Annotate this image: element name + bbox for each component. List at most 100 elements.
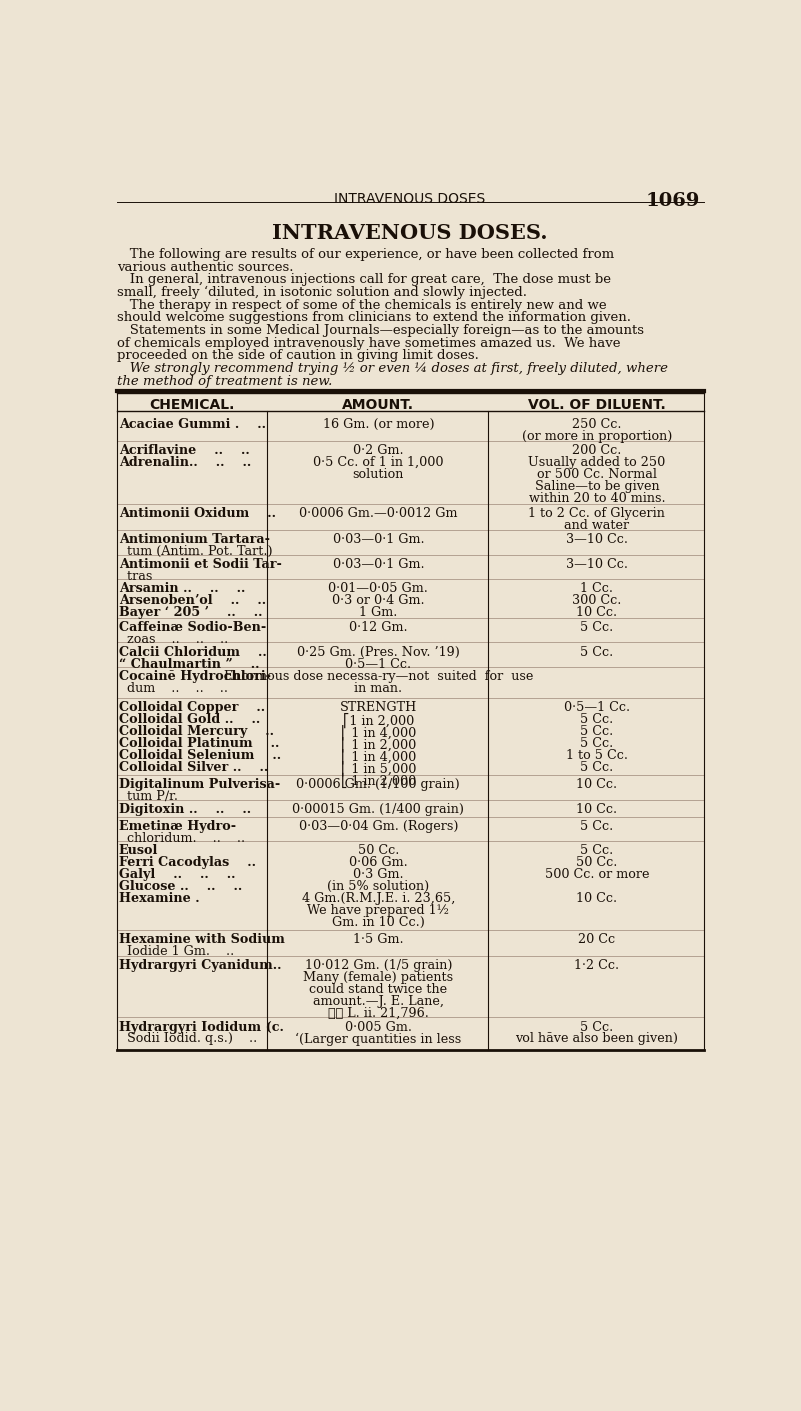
- Text: ⎡1 in 2,000: ⎡1 in 2,000: [343, 713, 414, 728]
- Text: Glucose ..    ..    ..: Glucose .. .. ..: [119, 880, 242, 893]
- Text: 1 Cc.: 1 Cc.: [581, 583, 614, 595]
- Text: Ferri Cacodylas    ..: Ferri Cacodylas ..: [119, 856, 256, 869]
- Text: Digitoxin ..    ..    ..: Digitoxin .. .. ..: [119, 803, 251, 816]
- Text: Enormous dose necessa­ry—not  suited  for  use: Enormous dose necessa­ry—not suited for …: [223, 670, 533, 683]
- Text: Cocainē Hydrochlori-: Cocainē Hydrochlori-: [119, 670, 271, 683]
- Text: Bayer ‘ 205 ’    ..    ..: Bayer ‘ 205 ’ .. ..: [119, 607, 262, 619]
- Text: (in 5% solution): (in 5% solution): [328, 880, 429, 893]
- Text: 0·2 Gm.: 0·2 Gm.: [353, 444, 404, 457]
- Text: 16 Gm. (or more): 16 Gm. (or more): [323, 418, 434, 430]
- Text: 500 Cc. or more: 500 Cc. or more: [545, 868, 649, 880]
- Text: Arsamin ..    ..    ..: Arsamin .. .. ..: [119, 583, 245, 595]
- Text: 0·12 Gm.: 0·12 Gm.: [349, 621, 408, 634]
- Text: vol hāve also been given): vol hāve also been given): [515, 1033, 678, 1046]
- Text: amount.—J. E. Lane,: amount.—J. E. Lane,: [313, 995, 444, 1007]
- Text: small, freely ‘diluted, in isotonic solution and slowly injected.: small, freely ‘diluted, in isotonic solu…: [117, 286, 527, 299]
- Text: tras: tras: [119, 570, 152, 583]
- Text: 50 Cc.: 50 Cc.: [576, 856, 618, 869]
- Text: 200 Cc.: 200 Cc.: [572, 444, 622, 457]
- Text: Gm. in 10 Cc.): Gm. in 10 Cc.): [332, 916, 425, 928]
- Text: Galyl    ..    ..    ..: Galyl .. .. ..: [119, 868, 235, 880]
- Text: 10 Cc.: 10 Cc.: [577, 777, 618, 792]
- Text: Hydrargyri Cyanidum..: Hydrargyri Cyanidum..: [119, 959, 281, 972]
- Text: 5 Cc.: 5 Cc.: [580, 713, 614, 725]
- Text: CHEMICAL.: CHEMICAL.: [149, 398, 234, 412]
- Text: 10·012 Gm. (1/5 grain): 10·012 Gm. (1/5 grain): [304, 959, 452, 972]
- Text: ⎣ 1 in 2,000: ⎣ 1 in 2,000: [340, 773, 416, 787]
- Text: ⎢ 1 in 4,000: ⎢ 1 in 4,000: [340, 725, 416, 741]
- Text: 0·00015 Gm. (1/400 grain): 0·00015 Gm. (1/400 grain): [292, 803, 465, 816]
- Text: and water: and water: [565, 519, 630, 532]
- Text: 10 Cc.: 10 Cc.: [577, 607, 618, 619]
- Text: 0·5—1 Cc.: 0·5—1 Cc.: [345, 658, 412, 670]
- Text: 0·03—0·04 Gm. (Rogers): 0·03—0·04 Gm. (Rogers): [299, 820, 458, 832]
- Text: in man.: in man.: [354, 682, 402, 696]
- Text: STRENGTH: STRENGTH: [340, 701, 417, 714]
- Text: 4 Gm.(R.M.J.E. i. 23,65,: 4 Gm.(R.M.J.E. i. 23,65,: [302, 892, 455, 904]
- Text: 5 Cc.: 5 Cc.: [580, 761, 614, 773]
- Text: Hexamine with Sodium: Hexamine with Sodium: [119, 933, 284, 945]
- Text: could stand twice the: could stand twice the: [309, 983, 448, 996]
- Text: dum    ..    ..    ..: dum .. .. ..: [119, 682, 227, 696]
- Text: 20 Cc: 20 Cc: [578, 933, 615, 945]
- Text: tum P∕r.: tum P∕r.: [119, 790, 178, 803]
- Text: ⎢ 1 in 2,000: ⎢ 1 in 2,000: [340, 737, 416, 752]
- Text: Colloidal Mercury    ..: Colloidal Mercury ..: [119, 725, 274, 738]
- Text: 3—10 Cc.: 3—10 Cc.: [566, 557, 628, 571]
- Text: the method of treatment is new.: the method of treatment is new.: [117, 375, 332, 388]
- Text: In general, intravenous injections call for great care,  The dose must be: In general, intravenous injections call …: [117, 274, 611, 286]
- Text: AMOUNT.: AMOUNT.: [342, 398, 414, 412]
- Text: We have prepared 1½: We have prepared 1½: [308, 904, 449, 917]
- Text: 0·01—0·05 Gm.: 0·01—0·05 Gm.: [328, 583, 429, 595]
- Text: 5 Cc.: 5 Cc.: [580, 621, 614, 634]
- Text: Iodide 1 Gm.    ..: Iodide 1 Gm. ..: [119, 945, 234, 958]
- Text: Caffeinæ Sodio-Ben-: Caffeinæ Sodio-Ben-: [119, 621, 266, 634]
- Text: Many (female) patients: Many (female) patients: [304, 971, 453, 983]
- Text: Usually added to 250: Usually added to 250: [529, 456, 666, 468]
- Text: Antimonium Tartara-: Antimonium Tartara-: [119, 533, 270, 546]
- Text: Antimonii Oxidum    ..: Antimonii Oxidum ..: [119, 507, 276, 521]
- Text: Hydrargyri Iodidum (c.: Hydrargyri Iodidum (c.: [119, 1020, 284, 1033]
- Text: 5 Cc.: 5 Cc.: [580, 1020, 614, 1033]
- Text: Emetinæ Hydro-: Emetinæ Hydro-: [119, 820, 235, 832]
- Text: 1 to 5 Cc.: 1 to 5 Cc.: [566, 749, 628, 762]
- Text: INTRAVENOUS DOSES: INTRAVENOUS DOSES: [335, 192, 485, 206]
- Text: solution: solution: [352, 467, 404, 481]
- Text: 0·005 Gm.: 0·005 Gm.: [345, 1020, 412, 1033]
- Text: 3—10 Cc.: 3—10 Cc.: [566, 533, 628, 546]
- Text: 250 Cc.: 250 Cc.: [572, 418, 622, 430]
- Text: ‘(Larger quantities in less: ‘(Larger quantities in less: [296, 1033, 461, 1046]
- Text: INTRAVENOUS DOSES.: INTRAVENOUS DOSES.: [272, 223, 548, 243]
- Text: Antimonii et Sodii Tar-: Antimonii et Sodii Tar-: [119, 557, 282, 571]
- Text: 0·5 Cc. of 1 in 1,000: 0·5 Cc. of 1 in 1,000: [313, 456, 444, 468]
- Text: 0·5—1 Cc.: 0·5—1 Cc.: [564, 701, 630, 714]
- Text: “ Chaulmartin ”    ..: “ Chaulmartin ” ..: [119, 658, 260, 670]
- Text: 0·3 Gm.: 0·3 Gm.: [353, 868, 404, 880]
- Text: Colloidal Gold ..    ..: Colloidal Gold .. ..: [119, 713, 260, 725]
- Text: Digitalinum Pulverisa-: Digitalinum Pulverisa-: [119, 777, 280, 792]
- Text: 0·0006 Gm. (1/100 grain): 0·0006 Gm. (1/100 grain): [296, 777, 461, 792]
- Text: 1069: 1069: [646, 192, 700, 210]
- Text: Hexamine .: Hexamine .: [119, 892, 199, 904]
- Text: Adrenalin..    ..    ..: Adrenalin.. .. ..: [119, 456, 251, 468]
- Text: Sodii Iodid. q.s.)    ..: Sodii Iodid. q.s.) ..: [119, 1033, 257, 1046]
- Text: 0·03—0·1 Gm.: 0·03—0·1 Gm.: [332, 533, 425, 546]
- Text: 1·2 Cc.: 1·2 Cc.: [574, 959, 619, 972]
- Text: 10 Cc.: 10 Cc.: [577, 803, 618, 816]
- Text: 0·03—0·1 Gm.: 0·03—0·1 Gm.: [332, 557, 425, 571]
- Text: or 500 Cc. Normal: or 500 Cc. Normal: [537, 467, 657, 481]
- Text: 1 to 2 Cc. of Glycerin: 1 to 2 Cc. of Glycerin: [529, 507, 666, 521]
- Text: 5 Cc.: 5 Cc.: [580, 820, 614, 832]
- Text: within 20 to 40 mins.: within 20 to 40 mins.: [529, 491, 665, 505]
- Text: 5 Cc.: 5 Cc.: [580, 737, 614, 749]
- Text: 1 Gm.: 1 Gm.: [359, 607, 397, 619]
- Text: Acaciae Gummi .    ..: Acaciae Gummi . ..: [119, 418, 266, 430]
- Text: Colloidal Platinum    ..: Colloidal Platinum ..: [119, 737, 279, 749]
- Text: zoas    ..    ..    ..: zoas .. .. ..: [119, 634, 228, 646]
- Text: The following are results of our experience, or have been collected from: The following are results of our experie…: [117, 248, 614, 261]
- Text: Colloidal Silver ..    ..: Colloidal Silver .. ..: [119, 761, 268, 773]
- Text: Eusol: Eusol: [119, 844, 158, 858]
- Text: 10 Cc.: 10 Cc.: [577, 892, 618, 904]
- Text: Colloidal Copper    ..: Colloidal Copper ..: [119, 701, 265, 714]
- Text: 1·5 Gm.: 1·5 Gm.: [353, 933, 404, 945]
